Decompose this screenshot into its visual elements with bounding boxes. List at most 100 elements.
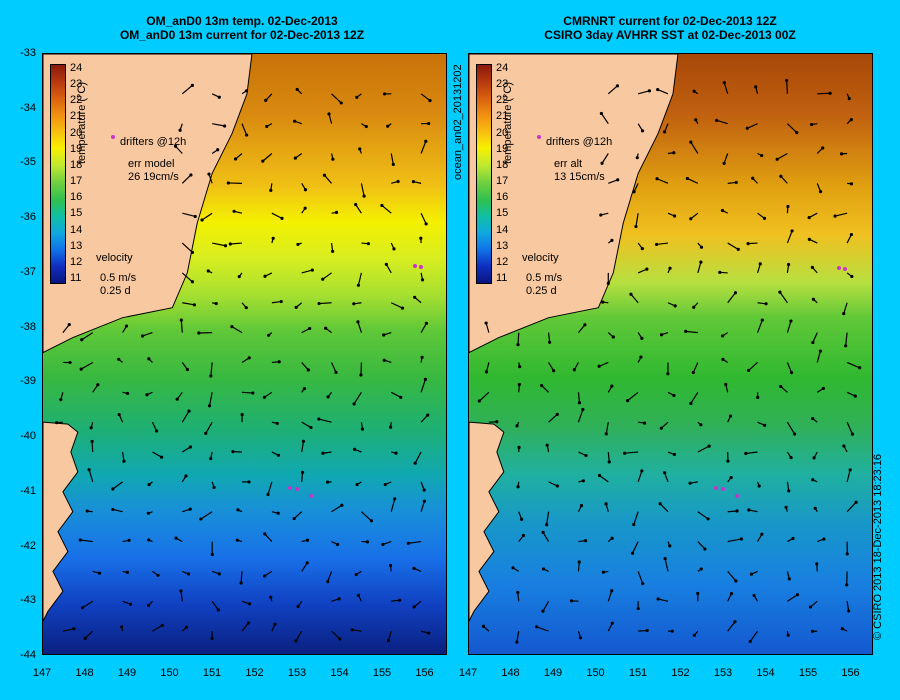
velocity-label: velocity	[522, 252, 559, 264]
velocity-arrow-head	[247, 480, 251, 484]
velocity-arrow-head	[120, 625, 124, 629]
velocity-arrow-head	[236, 508, 240, 512]
velocity-arrow-head	[271, 236, 275, 240]
velocity-arrow	[241, 622, 249, 632]
velocity-arrow-head	[422, 499, 426, 503]
velocity-arrow	[548, 413, 558, 423]
velocity-arrow-head	[399, 395, 403, 399]
velocity-arrow	[748, 362, 758, 371]
colorbar-tick: 19	[496, 142, 509, 155]
y-tick-label: -44	[20, 649, 36, 661]
velocity-arrow	[812, 332, 818, 343]
velocity-arrow	[357, 321, 362, 333]
velocity-arrow-head	[262, 395, 266, 399]
velocity-arrow-head	[663, 557, 667, 561]
velocity-arrow-head	[80, 338, 84, 342]
velocity-arrow-head	[718, 270, 722, 274]
colorbar-tick: 18	[70, 158, 83, 171]
velocity-arrow-head	[670, 629, 674, 633]
velocity-arrow-head	[424, 321, 428, 325]
velocity-arrow-head	[59, 398, 63, 402]
velocity-arrow-head	[217, 572, 221, 576]
velocity-arrow-head	[193, 214, 197, 219]
velocity-arrow-head	[656, 597, 660, 601]
velocity-arrow-head	[807, 215, 811, 220]
colorbar-tick: 22	[496, 94, 509, 107]
velocity-arrow	[390, 498, 396, 512]
velocity-arrow	[478, 391, 490, 402]
velocity-arrow-head	[396, 179, 400, 184]
velocity-arrow-head	[322, 173, 327, 177]
velocity-arrow-head	[226, 181, 230, 185]
velocity-arrow-head	[739, 537, 743, 541]
colorbar-tick: 11	[70, 272, 82, 284]
velocity-arrow-head	[848, 468, 852, 472]
velocity-arrow-head	[668, 266, 672, 270]
velocity-arrow-head	[296, 242, 300, 247]
y-tick-label: -33	[20, 47, 36, 59]
velocity-arrow-head	[391, 162, 395, 167]
velocity-arrow-head	[733, 291, 738, 295]
velocity-arrow	[322, 272, 332, 280]
velocity-arrow-head	[779, 174, 783, 178]
velocity-arrow-head	[392, 247, 396, 251]
velocity-arrow	[414, 451, 422, 464]
velocity-arrow-head	[569, 599, 574, 603]
velocity-arrow	[542, 600, 550, 612]
velocity-arrow-head	[199, 517, 203, 521]
velocity-arrow-head	[749, 572, 754, 576]
velocity-arrow-head	[360, 427, 365, 431]
velocity-arrow	[181, 84, 193, 95]
drifter-marker	[714, 486, 718, 490]
velocity-arrow	[420, 414, 429, 423]
velocity-arrow-head	[610, 238, 614, 242]
velocity-arrow-head	[696, 591, 700, 596]
velocity-arrow-head	[160, 455, 164, 459]
velocity-arrow	[327, 571, 333, 582]
velocity-arrow-head	[789, 456, 793, 460]
velocity-arrow-head	[484, 321, 488, 325]
velocity-arrow-head	[122, 459, 126, 463]
velocity-arrow-head	[735, 509, 739, 513]
velocity-arrow-head	[96, 383, 100, 387]
x-tick-label: 147	[32, 667, 52, 679]
velocity-arrow-head	[424, 222, 428, 226]
velocity-arrow-head	[339, 101, 343, 105]
x-tick-label: 147	[458, 667, 478, 679]
velocity-arrow	[385, 264, 392, 274]
velocity-arrow-head	[579, 503, 584, 508]
velocity-arrow	[240, 571, 243, 584]
velocity-arrow	[301, 421, 312, 429]
y-tick-label: -36	[20, 211, 36, 224]
velocity-arrow-head	[277, 360, 281, 364]
x-tick-label: 153	[287, 667, 307, 679]
scale-speed: 0.5 m/s	[526, 272, 563, 284]
velocity-arrow-head	[760, 318, 764, 322]
x-tick-label: 149	[117, 667, 137, 679]
velocity-arrow-head	[117, 357, 121, 361]
velocity-arrow	[182, 302, 195, 306]
velocity-arrow-head	[541, 567, 546, 571]
velocity-arrow-head	[111, 487, 115, 491]
y-tick-label: -42	[20, 539, 36, 552]
velocity-arrow-head	[599, 111, 604, 116]
velocity-arrow-head	[359, 373, 363, 377]
velocity-arrow-head	[334, 210, 339, 214]
velocity-arrow-head	[83, 636, 87, 640]
velocity-arrow	[608, 179, 618, 184]
velocity-arrow-head	[78, 538, 82, 542]
velocity-arrow-head	[240, 412, 244, 417]
velocity-arrow-head	[89, 426, 93, 430]
velocity-arrow-head	[534, 625, 539, 629]
right-title-line2: CSIRO 3day AVHRR SST at 02-Dec-2013 00Z	[544, 28, 796, 42]
velocity-arrow-head	[751, 176, 755, 180]
velocity-arrow	[786, 320, 792, 333]
velocity-arrow-head	[305, 561, 309, 565]
velocity-arrow-head	[244, 89, 249, 93]
scale-time: 0.25 d	[526, 285, 557, 297]
velocity-arrow-head	[386, 124, 390, 128]
colorbar-tick: 14	[496, 223, 509, 236]
x-tick-label: 153	[713, 667, 733, 679]
velocity-arrow	[271, 212, 283, 219]
drifters-legend: drifters @12h	[120, 136, 187, 148]
